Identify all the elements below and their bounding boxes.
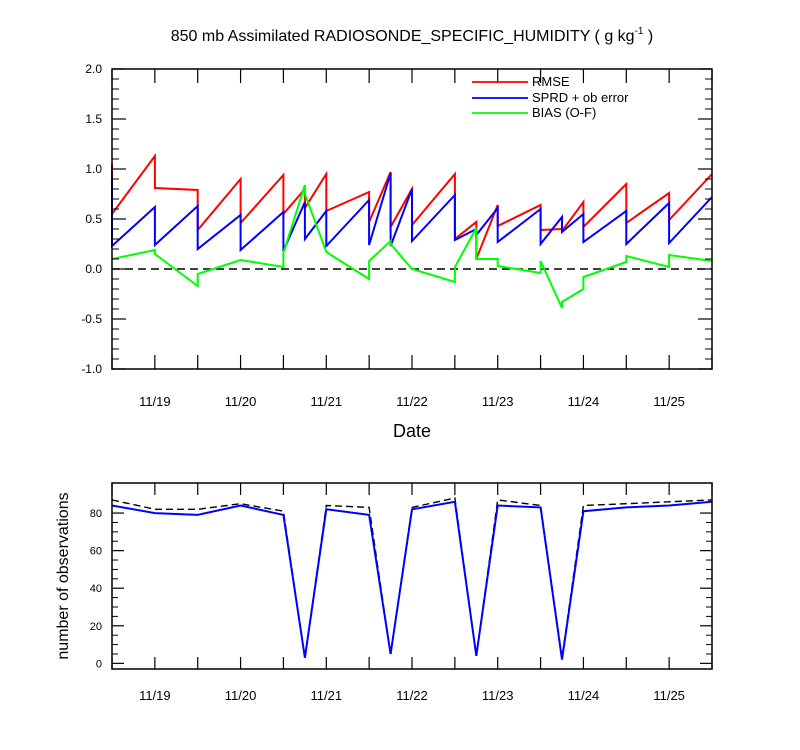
x-axis-title: Date: [393, 421, 431, 441]
humidity-series: [111, 152, 713, 309]
x-tick-label: 11/25: [653, 688, 685, 703]
humidity-stats-plot: -1.0 -0.5 0.0 0.5 1.0 1.5 2.0 11/19 11/20 11/21 11…: [81, 62, 713, 441]
x-tick-label: 11/20: [225, 394, 257, 409]
y-tick-label: 0.5: [85, 212, 102, 226]
x-tick-label: 11/21: [310, 688, 342, 703]
legend-label-bias: BIAS (O-F): [532, 105, 596, 120]
x-tick-label: 11/23: [482, 394, 514, 409]
y-tick-label: 0.0: [85, 262, 102, 276]
chart-title: 850 mb Assimilated RADIOSONDE_SPECIFIC_H…: [171, 26, 654, 45]
x-tick-label: 11/19: [139, 394, 171, 409]
y-tick-label: -0.5: [81, 312, 102, 326]
observation-series: [111, 497, 713, 660]
x-tick-label: 11/20: [225, 688, 257, 703]
y-tick-label: 1.5: [85, 112, 102, 126]
legend: RMSE SPRD + ob error BIAS (O-F): [472, 74, 629, 120]
x-tick-label: 11/23: [482, 688, 514, 703]
bottom-plot-ticks: 0 20 40 60 80 11/19 11/20 11/21 11/22 11/23 11/24 1…: [90, 483, 713, 703]
x-tick-label: 11/24: [568, 394, 600, 409]
series-line-possible: [111, 497, 713, 658]
observation-count-plot: 0 20 40 60 80 11/19 11/20 11/21 11/22 11/23 11/24 1…: [55, 482, 713, 703]
x-tick-label: 11/22: [396, 394, 428, 409]
y-tick-label: 80: [90, 508, 102, 520]
series-line-bias-o-f: [111, 184, 713, 309]
legend-label-rmse: RMSE: [532, 74, 570, 89]
x-tick-label: 11/22: [396, 688, 428, 703]
y-axis-title-bottom: number of observations: [55, 492, 72, 659]
x-tick-label: 11/24: [568, 688, 600, 703]
y-tick-label: 1.0: [85, 162, 102, 176]
y-tick-label: 20: [90, 621, 102, 633]
x-tick-label: 11/21: [310, 394, 342, 409]
y-tick-label: -1.0: [81, 362, 102, 376]
x-tick-label: 11/19: [139, 688, 171, 703]
x-tick-label: 11/25: [653, 394, 685, 409]
series-line-sprd-ob-error: [111, 172, 713, 253]
top-plot-ticks: -1.0 -0.5 0.0 0.5 1.0 1.5 2.0 11/19 11/20 11/21 11…: [81, 62, 713, 409]
y-tick-label: 0: [96, 658, 102, 670]
series-line-assimilated: [111, 500, 713, 660]
y-tick-label: 60: [90, 546, 102, 558]
y-tick-label: 2.0: [85, 62, 102, 76]
y-tick-label: 40: [90, 583, 102, 595]
legend-label-sprd: SPRD + ob error: [532, 90, 629, 105]
